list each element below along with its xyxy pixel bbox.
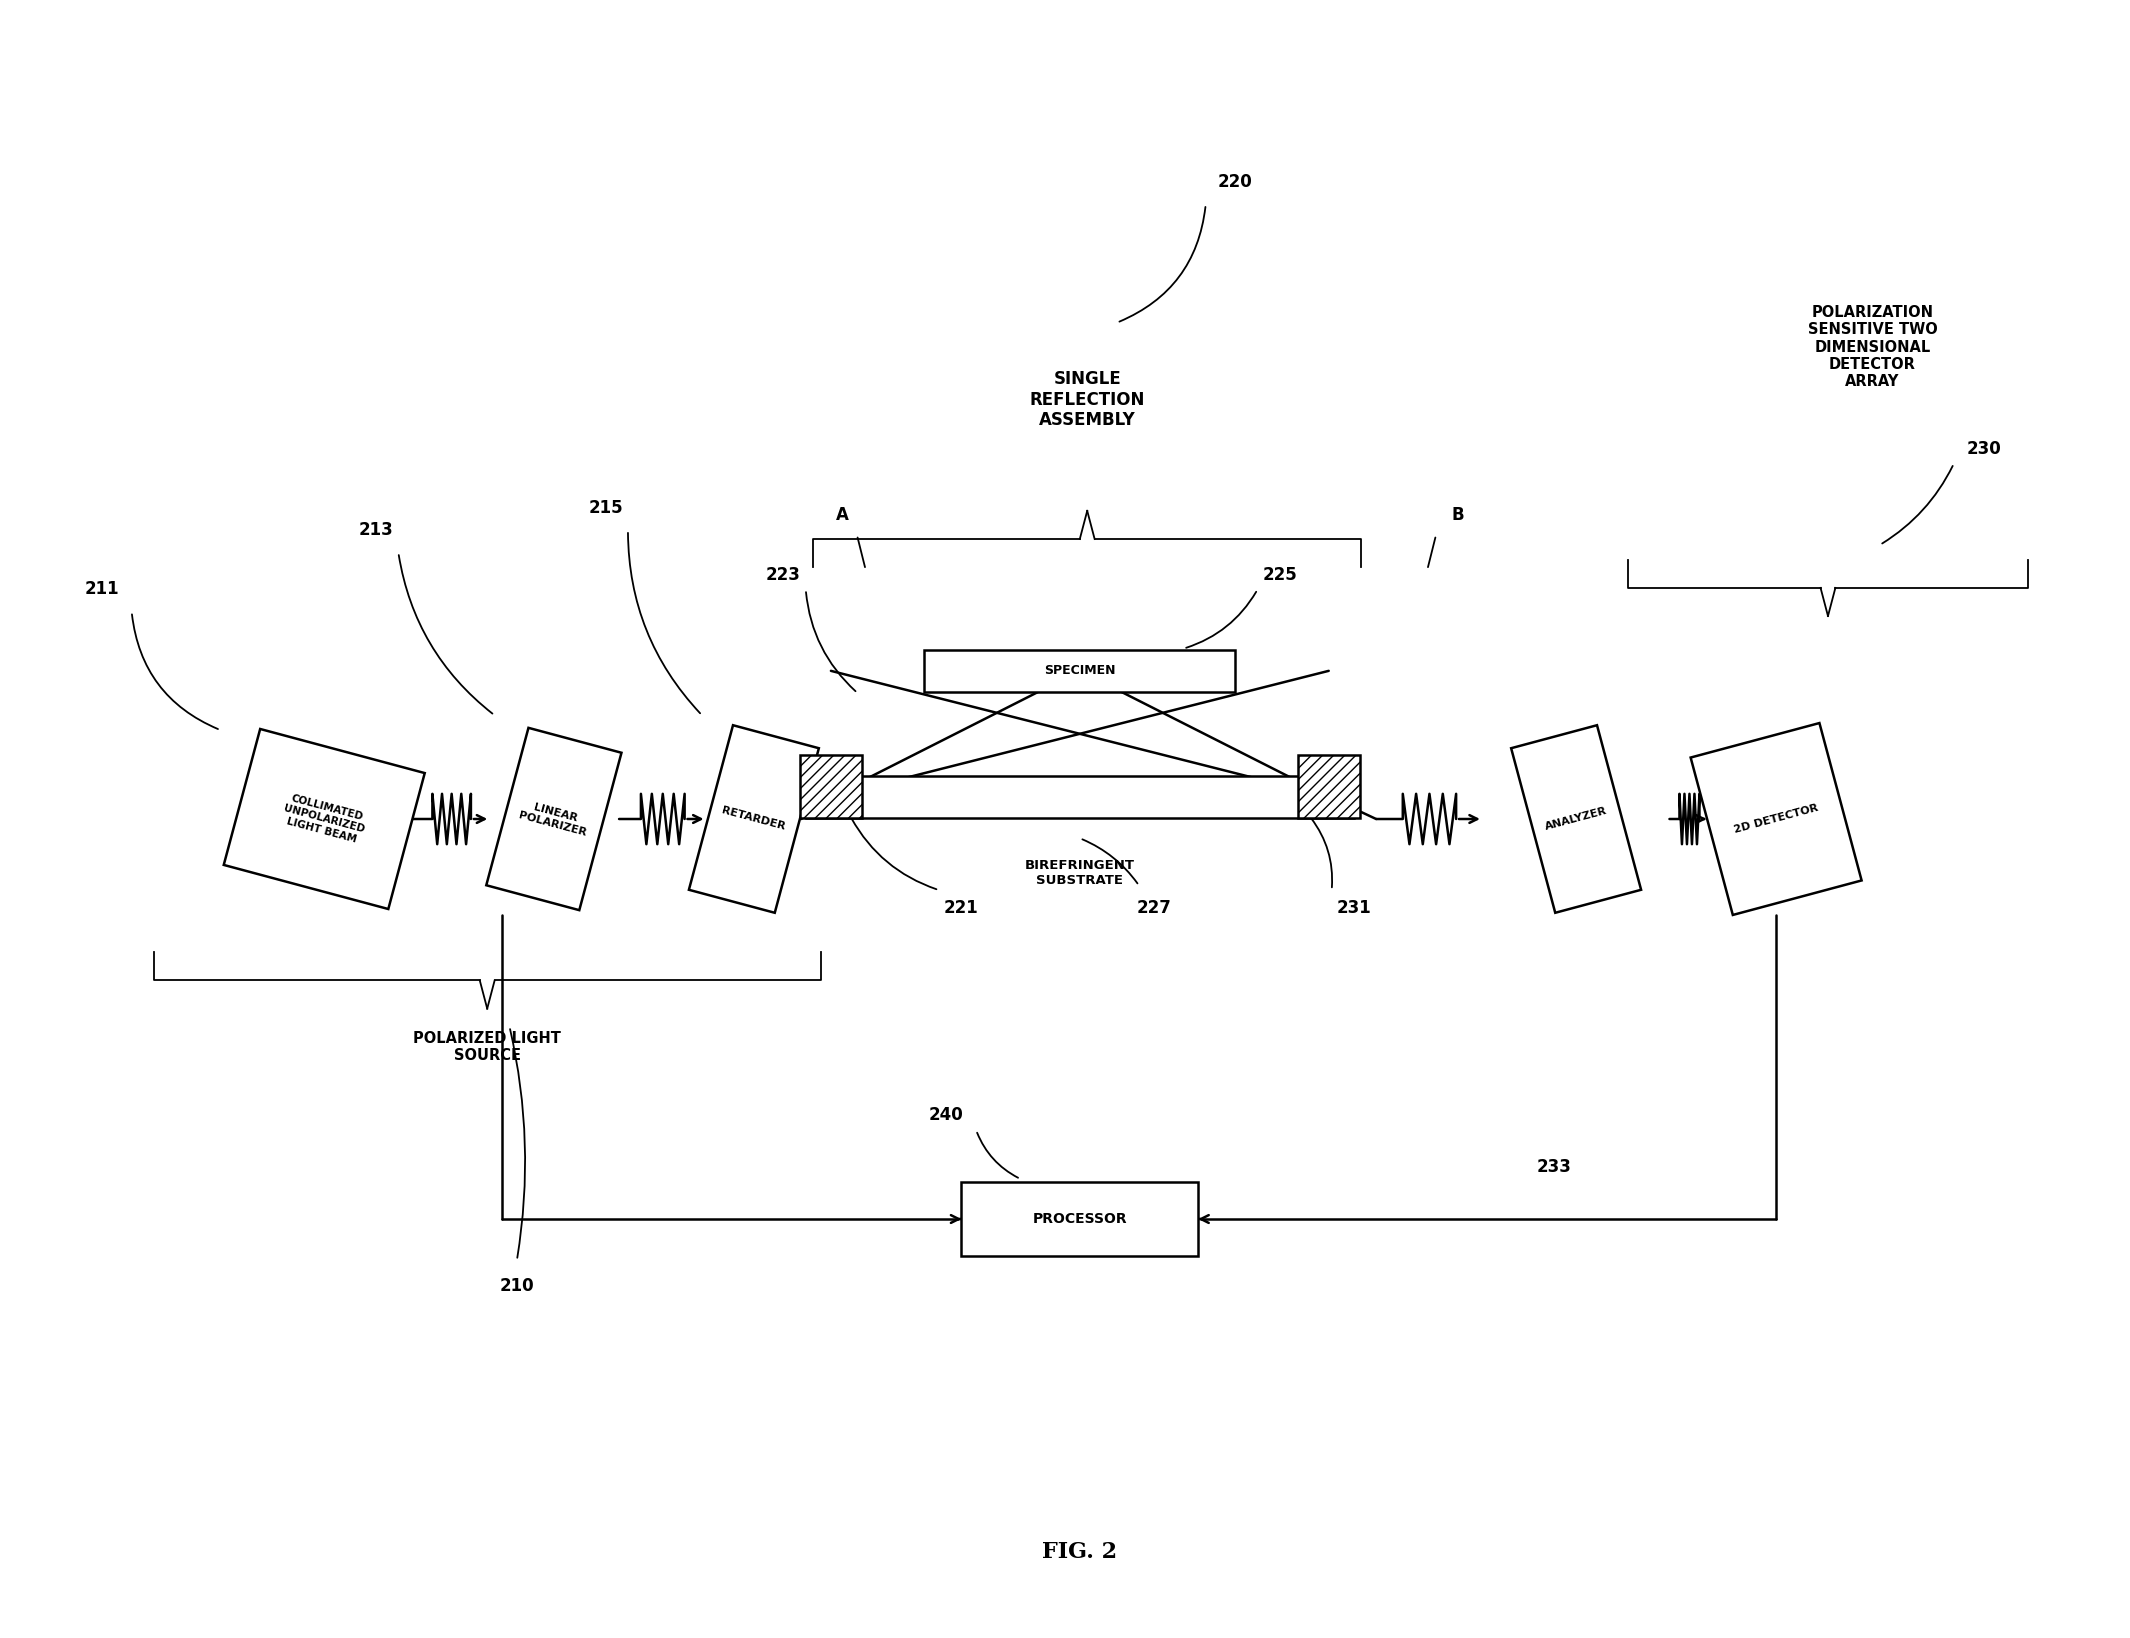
Text: ANALYZER: ANALYZER (1544, 806, 1608, 832)
Bar (961, 1183, 1199, 1256)
Text: LINEAR
POLARIZER: LINEAR POLARIZER (518, 799, 590, 839)
Text: 221: 221 (944, 899, 978, 917)
Text: POLARIZATION
SENSITIVE TWO
DIMENSIONAL
DETECTOR
ARRAY: POLARIZATION SENSITIVE TWO DIMENSIONAL D… (1808, 305, 1938, 390)
Bar (924, 650, 1235, 691)
Text: 225: 225 (1263, 565, 1297, 583)
Polygon shape (688, 726, 818, 912)
Polygon shape (1510, 726, 1640, 912)
Bar (1297, 755, 1359, 817)
Text: 231: 231 (1336, 899, 1372, 917)
Text: BIREFRINGENT
SUBSTRATE: BIREFRINGENT SUBSTRATE (1025, 858, 1135, 888)
Text: 213: 213 (358, 521, 394, 539)
Text: 210: 210 (501, 1276, 535, 1294)
Text: FIG. 2: FIG. 2 (1042, 1541, 1118, 1563)
Polygon shape (1691, 722, 1862, 916)
Text: POLARIZED LIGHT
SOURCE: POLARIZED LIGHT SOURCE (413, 1030, 560, 1063)
Polygon shape (224, 729, 424, 909)
Text: 230: 230 (1966, 439, 2000, 457)
Text: PROCESSOR: PROCESSOR (1033, 1212, 1127, 1225)
Text: 227: 227 (1137, 899, 1172, 917)
Text: 211: 211 (85, 580, 119, 598)
Bar (799, 755, 863, 817)
Text: 220: 220 (1218, 174, 1252, 192)
Text: RETARDER: RETARDER (720, 806, 786, 832)
Text: 223: 223 (767, 565, 801, 583)
Text: 233: 233 (1536, 1158, 1572, 1176)
Text: B: B (1451, 506, 1463, 524)
Text: 2D DETECTOR: 2D DETECTOR (1734, 803, 1819, 835)
Text: 215: 215 (588, 500, 624, 518)
Text: SPECIMEN: SPECIMEN (1044, 665, 1116, 678)
Bar (805, 776, 1355, 817)
Text: SINGLE
REFLECTION
ASSEMBLY: SINGLE REFLECTION ASSEMBLY (1029, 370, 1146, 429)
Text: 240: 240 (929, 1106, 965, 1124)
Text: A: A (837, 506, 850, 524)
Text: COLLIMATED
UNPOLARIZED
LIGHT BEAM: COLLIMATED UNPOLARIZED LIGHT BEAM (279, 793, 368, 845)
Polygon shape (486, 727, 622, 911)
